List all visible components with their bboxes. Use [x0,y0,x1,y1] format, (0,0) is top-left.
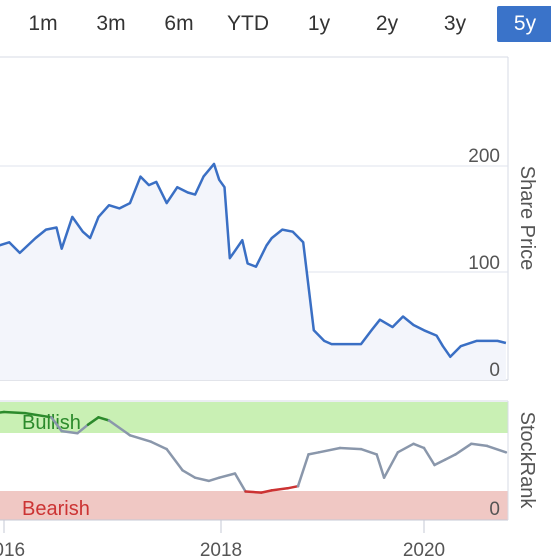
price-area-fill [0,163,506,380]
rank-line-segment [23,411,53,419]
rank-line-segment [260,489,273,494]
rank-line-segment [86,416,100,426]
rank-zero-label: 0 [489,499,500,520]
share-price-axis-title: Share Price [516,166,538,271]
rank-line-segment [470,442,489,448]
rank-line-segment [207,476,221,483]
rank-line-segment [233,472,247,493]
rank-line-segment [50,416,63,433]
range-button-5y[interactable]: 5y [497,6,551,42]
rank-line-segment [317,446,342,454]
rank-line-segment [165,447,184,472]
rank-line-segment [307,451,321,456]
rank-line-segment [443,453,457,461]
bullish-label: Bullish [22,412,81,434]
range-button-3y[interactable]: 3y [443,12,467,35]
rank-line-segment [296,453,310,488]
price-tick-label-200: 200 [468,146,500,167]
rank-line-segment [193,476,211,483]
rank-line-segment [286,484,300,490]
range-button-2y[interactable]: 2y [375,12,399,35]
x-tick-label-2020: 2020 [403,540,445,560]
rank-line-segment [422,446,436,467]
rank-line-segment [382,451,400,479]
rank-line-segment [244,490,263,494]
rank-line-segment [375,453,386,479]
price-tick-label-0: 0 [489,360,500,381]
bearish-label: Bearish [22,498,90,520]
range-button-1m[interactable]: 1m [28,12,58,35]
rank-panel: Bullish Bearish 0 StockRank [0,400,538,521]
rank-line-segment [76,423,90,435]
rank-line-segment [412,442,426,450]
stockrank-axis-title: StockRank [516,412,538,510]
x-axis: 2016 2018 2020 [0,520,445,560]
rank-line-segment [359,447,378,456]
rank-line-segment [149,440,168,451]
price-tick-label-100: 100 [468,253,500,274]
rank-line-segment [97,416,111,422]
x-tick-label-2018: 2018 [200,540,242,560]
rank-line-segment [338,446,363,451]
price-series [0,162,507,380]
rank-line-segment [270,487,289,492]
rank-line-segment [433,458,447,467]
rank-line-segment [107,419,132,437]
rank-series [0,410,508,494]
rank-line-segment [485,444,508,454]
range-button-ytd[interactable]: YTD [227,12,269,35]
rank-line-segment [0,410,6,414]
rank-line-segment [396,442,415,454]
x-tick-label-2016: 2016 [0,540,25,560]
range-button-6m[interactable]: 6m [164,12,194,35]
price-panel: 200 100 0 Share Price [0,56,538,381]
rank-line-segment [181,469,197,479]
price-line [0,162,507,359]
bearish-band [0,491,508,520]
rank-line-segment [2,410,27,415]
range-selector: 1m 3m 6m YTD 1y 2y 3y 5y [0,0,551,48]
rank-line-segment [454,442,473,456]
range-button-1y[interactable]: 1y [307,12,331,35]
rank-line-segment [60,429,79,435]
rank-line-segment [128,434,153,443]
rank-line-segment [217,472,237,479]
range-button-3m[interactable]: 3m [96,12,126,35]
